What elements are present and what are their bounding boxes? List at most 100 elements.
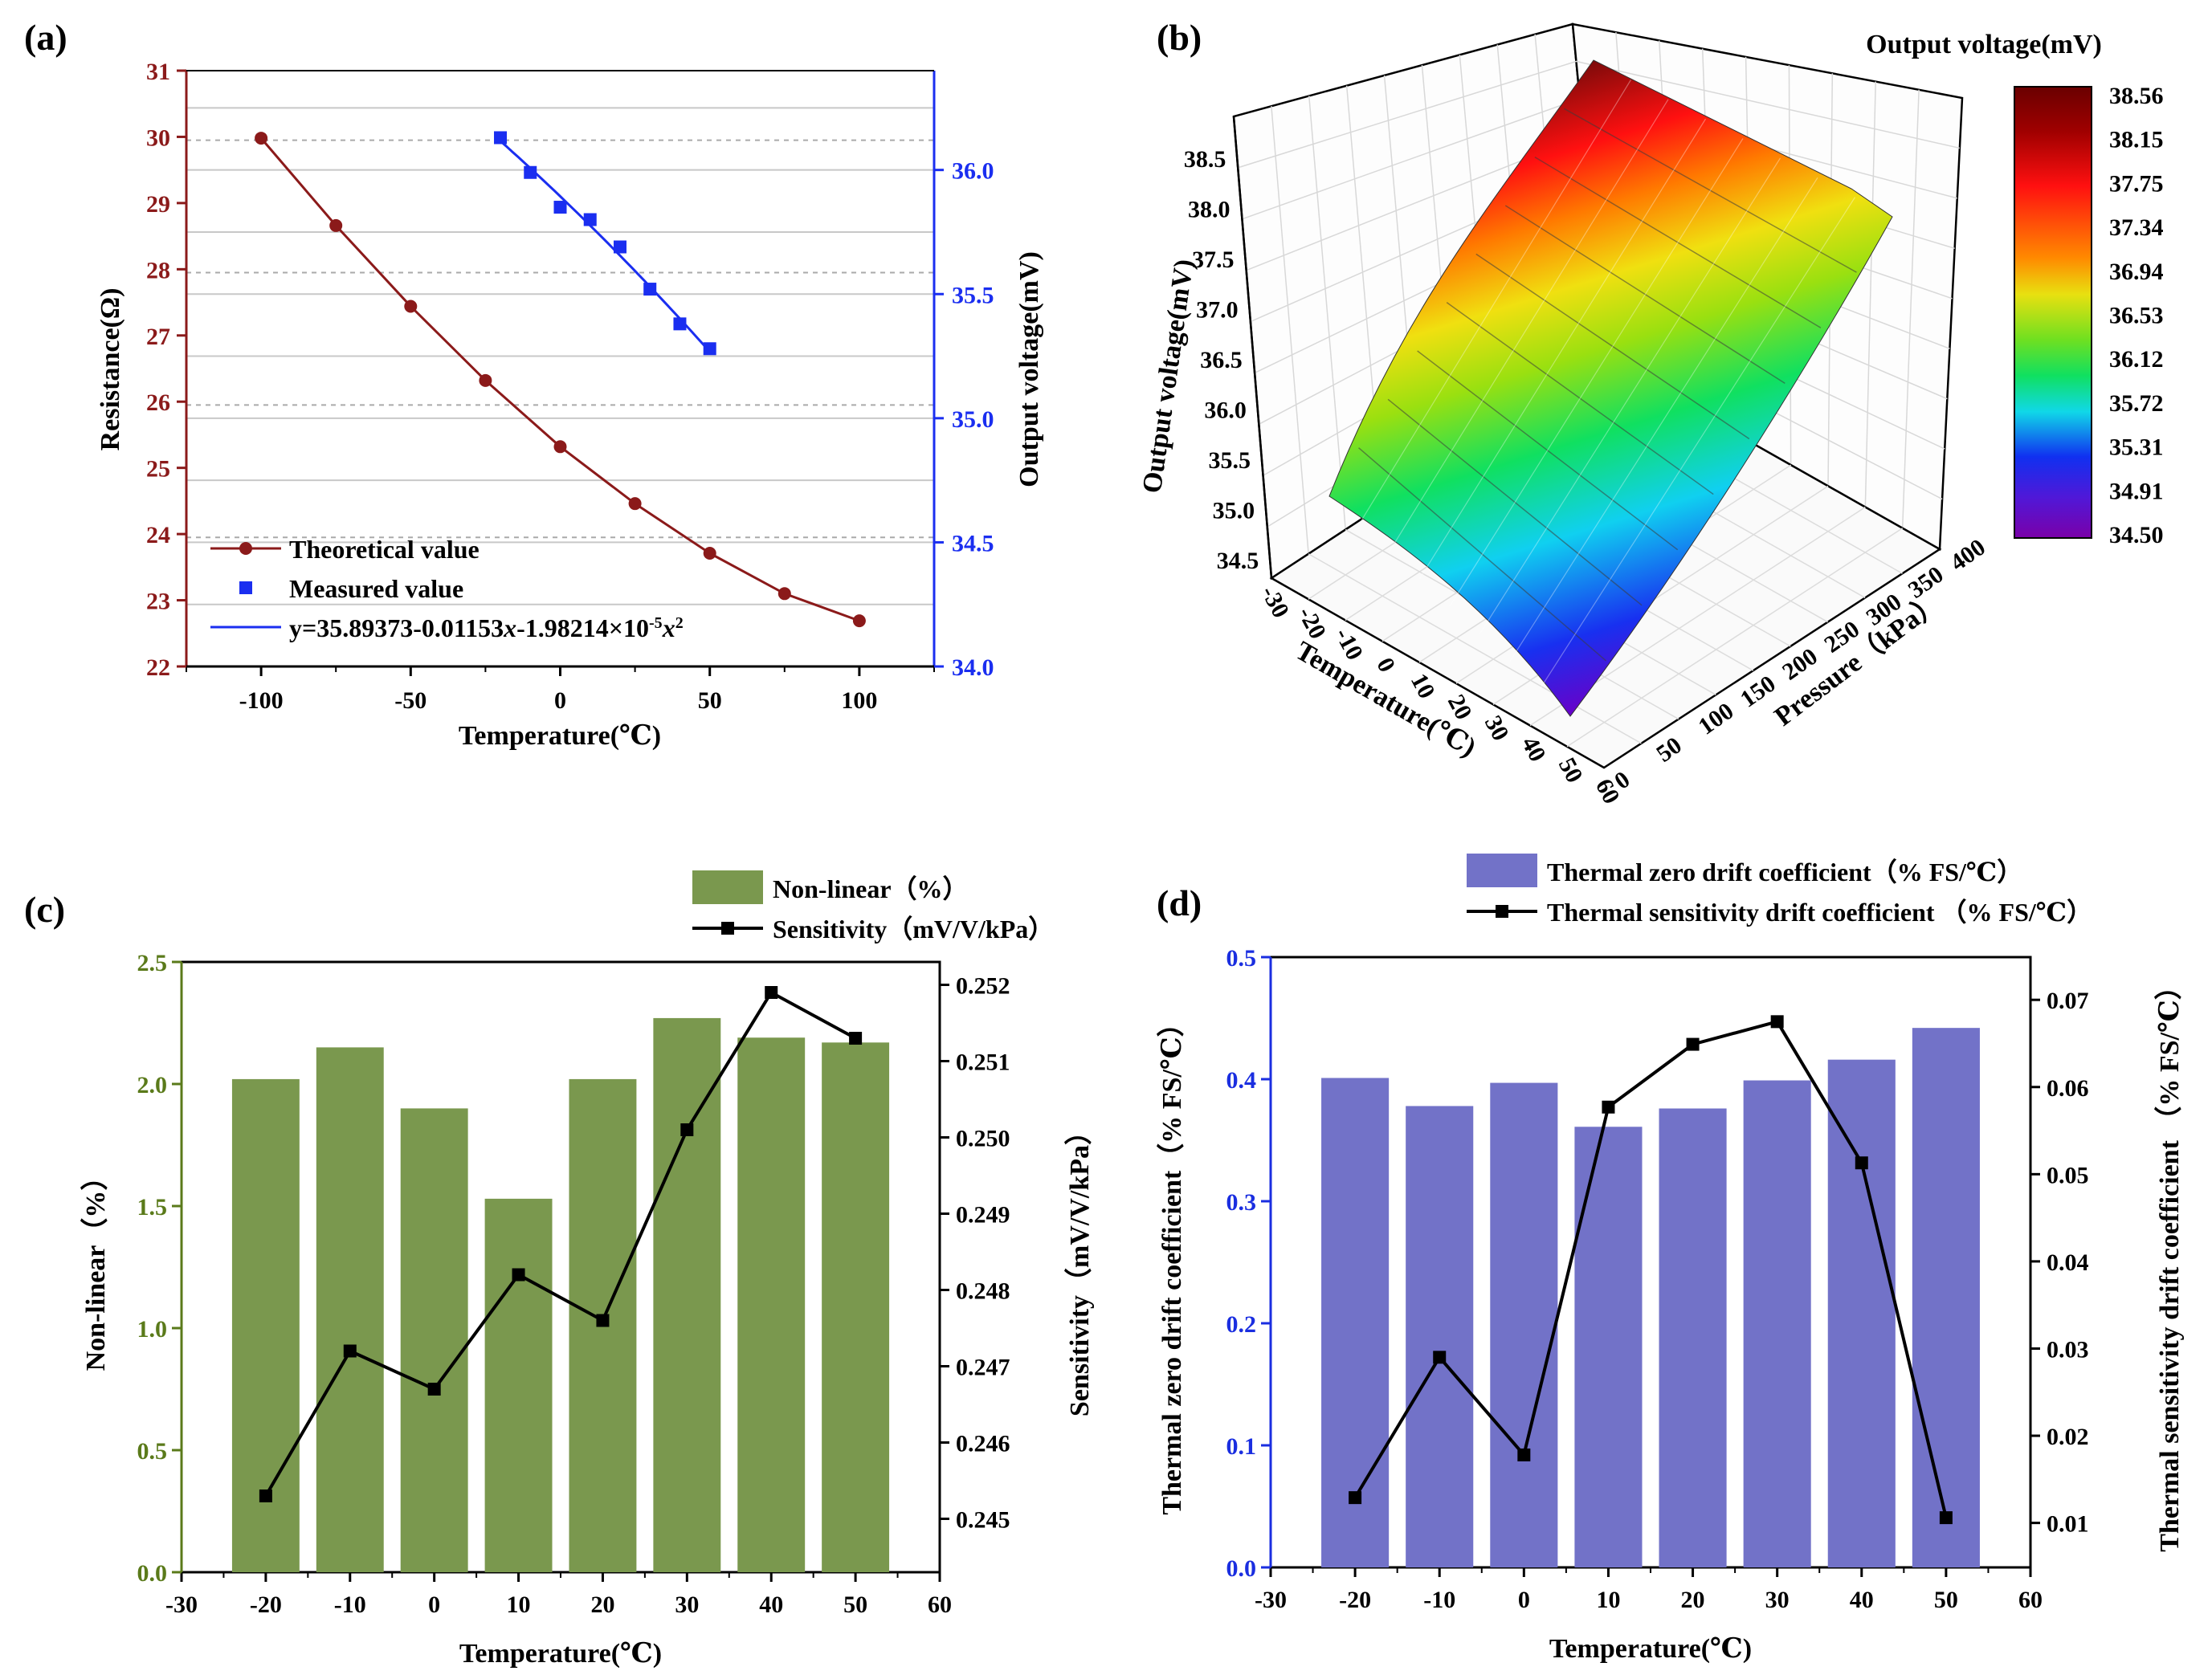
x-tick-label: -20 xyxy=(250,1591,282,1618)
theoretical-point xyxy=(703,547,716,560)
bar xyxy=(822,1042,890,1572)
x-tick-label: -20 xyxy=(1339,1587,1371,1613)
z-tick-label: 35.0 xyxy=(1213,498,1255,524)
y-tick-label: 26 xyxy=(146,389,170,416)
measured-point xyxy=(583,213,597,226)
theoretical-point xyxy=(777,587,791,601)
x-tick-label: 50 xyxy=(843,1591,867,1618)
legend-theoretical-marker xyxy=(239,542,252,555)
y-tick-label: 2.0 xyxy=(137,1072,168,1098)
x-tick-label: 10 xyxy=(1596,1587,1620,1613)
y2-tick-label: 34.0 xyxy=(952,654,994,681)
wall-grid-line xyxy=(1901,89,1920,528)
colorbar xyxy=(2014,86,2092,539)
surface-mesh-line xyxy=(1539,197,1856,690)
surface-mesh-line xyxy=(1449,138,1744,607)
x-tick-label: -50 xyxy=(394,687,426,714)
x-axis-label: Temperature(℃) xyxy=(459,721,661,751)
panel-a-label: (a) xyxy=(24,17,67,58)
sensitivity-line xyxy=(1353,1019,1948,1518)
x-tick-label: 40 xyxy=(1516,732,1551,766)
colorbar-tick-label: 38.15 xyxy=(2109,127,2164,153)
line-point xyxy=(1855,1156,1868,1170)
y2-tick-label: 0.02 xyxy=(2047,1424,2089,1450)
line-point xyxy=(1517,1448,1531,1461)
wall-grid-line xyxy=(1864,81,1876,507)
bar xyxy=(1659,1108,1727,1567)
colorbar-tick-label: 36.94 xyxy=(2109,259,2164,285)
y2-axis-label: Sensitivity（mV/V/kPa） xyxy=(1063,1118,1095,1416)
y-tick-label: 0.0 xyxy=(137,1560,168,1587)
x-tick-label: 0 xyxy=(1371,654,1400,677)
y-tick-label: 0.5 xyxy=(137,1438,168,1465)
colorbar-tick-label: 34.50 xyxy=(2109,522,2164,548)
legend-fit-part: -5 xyxy=(649,614,663,632)
y2-tick-label: 34.5 xyxy=(952,530,994,556)
measured-point xyxy=(524,165,537,179)
y-tick-label: 30 xyxy=(146,124,170,151)
y-tick-label: 1.0 xyxy=(137,1316,168,1343)
legend-fit-part: y=35.89373-0.01153 xyxy=(289,613,504,642)
y2-tick-label: 0.04 xyxy=(2047,1249,2089,1276)
x-tick-label: -30 xyxy=(1255,1587,1287,1613)
x-tick-label: 50 xyxy=(1934,1587,1958,1613)
y2-axis-label: Thermal sensitivity drift coefficient （%… xyxy=(2153,972,2185,1552)
chart-a: -100 -50 0 50 100 22 23 24 25 26 27 28 29 30 31 34.0 34.… xyxy=(96,59,1044,751)
surface-mesh-line xyxy=(1564,108,1857,273)
y-tick-label: 24 xyxy=(146,522,170,548)
x-tick-label: 60 xyxy=(928,1591,952,1618)
theoretical-point xyxy=(329,218,343,232)
x-tick-label: 40 xyxy=(759,1591,783,1618)
legend-chart-c: Non-linear（%） Sensitivity（mV/V/kPa） xyxy=(692,870,1054,943)
x-tick-label: -100 xyxy=(239,687,284,714)
line-point xyxy=(1686,1037,1700,1051)
y2-axis-label: Output voltage(mV) xyxy=(1014,251,1044,487)
line-point xyxy=(427,1383,441,1396)
x-tick-label: 20 xyxy=(590,1591,614,1618)
y-tick-label: 28 xyxy=(146,257,170,283)
line-point xyxy=(1349,1491,1362,1505)
theoretical-point xyxy=(404,300,418,313)
legend-measured-label: Measured value xyxy=(289,574,463,603)
bar xyxy=(1406,1106,1474,1567)
y2-tick-label: 35.0 xyxy=(952,406,994,433)
bar xyxy=(400,1108,468,1572)
colorbar-tick-label: 34.91 xyxy=(2109,478,2164,504)
y2-tick-label: 0.249 xyxy=(956,1202,1010,1229)
theoretical-point xyxy=(628,497,642,511)
y2-tick-label: 36.0 xyxy=(952,158,994,185)
y-axis-label: Non-linear（%） xyxy=(80,1163,111,1371)
surface-mesh-line xyxy=(1389,99,1669,552)
z-axis-label: Output voltage(mV) xyxy=(1137,258,1200,495)
line-point xyxy=(765,986,778,999)
x-axis-label: Temperature(℃) xyxy=(1549,1634,1752,1664)
y2-tick-label: 0.07 xyxy=(2047,988,2089,1014)
panel-c-label: (c) xyxy=(24,889,65,930)
colorbar-tick-label: 37.34 xyxy=(2109,214,2164,241)
colorbar-tick-label: 36.53 xyxy=(2109,303,2164,329)
x-tick-label: 0 xyxy=(1518,1587,1530,1613)
y-tick-label: 0.3 xyxy=(1226,1189,1257,1216)
bar xyxy=(484,1198,553,1572)
legend-fit-part: x xyxy=(503,613,516,642)
z-tick-label: 36.0 xyxy=(1204,397,1247,424)
chart-c: -30 -20 -10 0 10 20 30 40 50 60 0.0 0.5 1.0 1.5 2.0 2.5… xyxy=(80,870,1095,1669)
surface-mesh-line xyxy=(1417,350,1679,551)
y-tick-label: 0.2 xyxy=(1226,1311,1257,1338)
legend-bar-swatch xyxy=(692,870,763,904)
y-tick-label: 25 xyxy=(146,456,170,483)
y-tick-label: 0.0 xyxy=(1226,1555,1257,1582)
panel-d-label: (d) xyxy=(1157,882,1202,923)
y2-tick-label: 0.06 xyxy=(2047,1075,2089,1102)
legend-a: Theoretical value Measured value y=35.8937… xyxy=(210,535,684,642)
y2-tick-label: 35.5 xyxy=(952,282,994,308)
z-tick-label: 38.0 xyxy=(1188,197,1230,223)
y2-tick-label: 0.252 xyxy=(956,973,1010,1000)
z-tick-label: 38.5 xyxy=(1184,146,1226,173)
z-tick-label: 35.5 xyxy=(1208,447,1251,474)
bar xyxy=(316,1047,384,1572)
wall-grid-line xyxy=(1271,106,1309,554)
y-axis-label: Resistance(Ω) xyxy=(96,288,125,451)
line-point xyxy=(596,1314,610,1327)
